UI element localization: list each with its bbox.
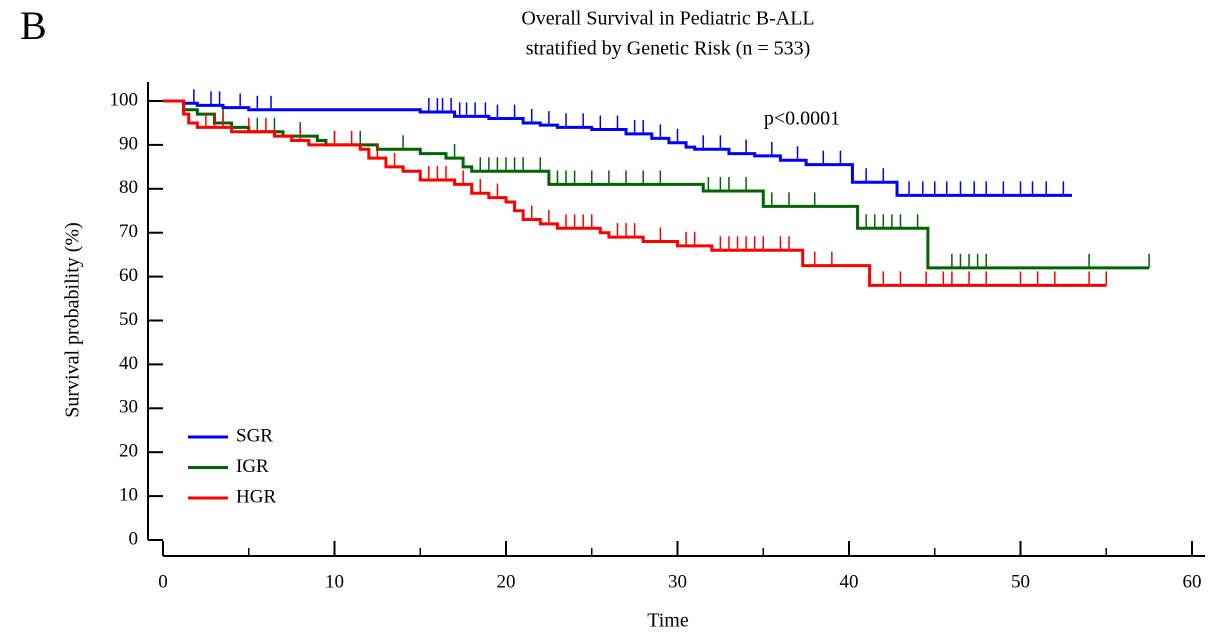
y-tick-label: 10: [119, 484, 138, 505]
survival-curve: [163, 99, 1107, 287]
legend-label: HGR: [236, 486, 276, 507]
y-tick-label: 100: [110, 89, 139, 110]
chart-title: Overall Survival in Pediatric B-ALL: [521, 8, 814, 30]
panel-label: B: [20, 3, 47, 48]
x-tick-label: 40: [840, 571, 859, 592]
legend-label: IGR: [236, 456, 269, 477]
x-tick-label: 20: [497, 571, 516, 592]
x-tick-label: 0: [158, 571, 168, 592]
x-tick-label: 10: [325, 571, 344, 592]
x-tick-label: 50: [1011, 571, 1030, 592]
y-tick-label: 80: [119, 177, 138, 198]
y-tick-label: 20: [119, 441, 138, 462]
y-tick-label: 70: [119, 221, 138, 242]
x-axis-label: Time: [647, 610, 689, 632]
x-tick-label: 30: [668, 571, 687, 592]
y-tick-label: 60: [119, 265, 138, 286]
y-axis-label: Survival probability (%): [62, 222, 84, 418]
chart-subtitle: stratified by Genetic Risk (n = 533): [526, 38, 811, 60]
y-tick-label: 90: [119, 133, 138, 154]
survival-curve: [163, 99, 1072, 197]
x-tick-label: 60: [1183, 571, 1202, 592]
legend-label: SGR: [236, 425, 273, 446]
y-tick-label: 30: [119, 397, 138, 418]
survival-curve: [163, 99, 1150, 270]
y-tick-label: 50: [119, 309, 138, 330]
y-tick-label: 0: [129, 528, 139, 549]
y-tick-label: 40: [119, 353, 138, 374]
p-value: p<0.0001: [764, 108, 840, 130]
